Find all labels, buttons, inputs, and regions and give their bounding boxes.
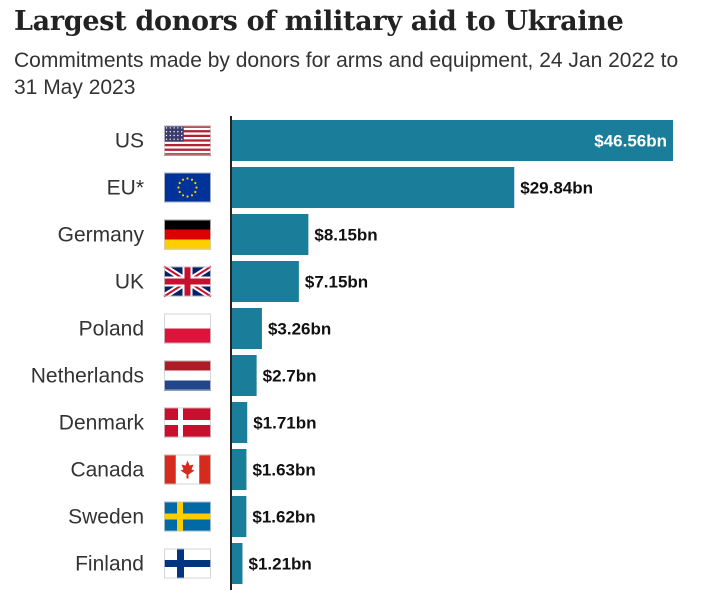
bar: [231, 308, 262, 349]
category-label: Denmark: [59, 412, 145, 435]
value-label: $1.62bn: [252, 508, 315, 527]
bar: [231, 355, 257, 396]
netherlands-flag-icon: [164, 360, 211, 391]
category-label: US: [115, 130, 144, 153]
value-label: $1.21bn: [248, 555, 311, 574]
value-label: $1.71bn: [253, 414, 316, 433]
chart-subtitle: Commitments made by donors for arms and …: [14, 49, 679, 99]
bar: [231, 167, 515, 208]
value-label: $29.84bn: [520, 179, 593, 198]
value-label: $1.63bn: [252, 461, 315, 480]
germany-flag-icon: [164, 219, 211, 250]
category-label: EU*: [107, 177, 144, 200]
category-label: Finland: [75, 553, 144, 576]
chart-title: Largest donors of military aid to Ukrain…: [14, 6, 624, 37]
denmark-flag-icon: [164, 407, 211, 438]
bar: [231, 543, 243, 584]
bar: [231, 120, 673, 161]
value-label: $7.15bn: [305, 273, 368, 292]
bar: [231, 214, 309, 255]
bar: [231, 402, 248, 443]
us-flag-icon: [164, 125, 211, 156]
eu-flag-icon: [164, 172, 211, 203]
sweden-flag-icon: [164, 501, 211, 532]
category-label: Netherlands: [31, 365, 144, 388]
category-label: Germany: [58, 224, 145, 247]
value-label: $8.15bn: [314, 226, 377, 245]
value-label: $3.26bn: [268, 320, 331, 339]
category-label: Poland: [79, 318, 144, 341]
uk-flag-icon: [162, 263, 213, 300]
finland-flag-icon: [164, 548, 211, 579]
bar: [231, 261, 299, 302]
poland-flag-icon: [164, 313, 211, 344]
value-label: $2.7bn: [263, 367, 317, 386]
category-label: UK: [115, 271, 144, 294]
category-label: Canada: [70, 459, 144, 482]
bar: [231, 496, 247, 537]
bar: [231, 449, 247, 490]
canada-flag-icon: [164, 454, 211, 485]
category-label: Sweden: [68, 506, 144, 529]
value-label: $46.56bn: [594, 132, 667, 151]
